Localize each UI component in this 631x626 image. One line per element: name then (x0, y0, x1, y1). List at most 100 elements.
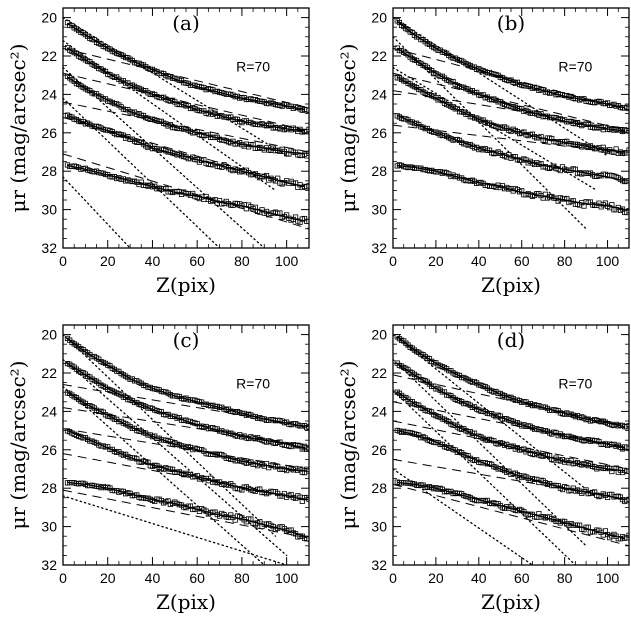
chart-panel-b: 0 20 40 60 80 100 20 22 24 26 28 30 32 Z(pix) μr (mag/… (336, 7, 630, 297)
bulge-fit-line (63, 176, 131, 248)
profile-data-point (306, 468, 309, 474)
y-tick-label: 20 (41, 327, 57, 343)
disk-fit-line (393, 124, 629, 155)
y-tick-label: 30 (371, 202, 387, 218)
profile-data-point (626, 208, 629, 214)
bulge-fit-line (393, 333, 598, 499)
x-tick-label: 0 (59, 253, 67, 269)
x-tick-label: 0 (389, 253, 397, 269)
x-tick-label: 80 (557, 253, 573, 269)
profile-data-point (626, 147, 629, 153)
y-tick-label: 28 (371, 480, 387, 496)
profile-data-point (306, 446, 309, 452)
profile-data-point (626, 128, 629, 134)
profile-data-point (609, 202, 615, 208)
bulge-fit-line (63, 16, 288, 157)
disk-fit-line (63, 384, 309, 428)
plot-area (63, 333, 309, 565)
x-tick-label: 40 (471, 570, 487, 586)
x-tick-label: 60 (514, 253, 530, 269)
y-tick-label: 32 (371, 240, 387, 256)
y-tick-label: 30 (41, 519, 57, 535)
bulge-fit-line (393, 358, 587, 547)
profile-data-point (306, 107, 309, 113)
profile-data-point (626, 445, 629, 452)
bulge-fit-line (63, 333, 277, 537)
x-tick-label: 100 (596, 253, 620, 269)
profile-model-line (396, 76, 625, 153)
x-tick-label: 40 (145, 253, 161, 269)
y-tick-label: 24 (41, 403, 57, 419)
bulge-fit-line (393, 16, 609, 157)
disk-fit-line (63, 489, 309, 539)
x-tick-label: 0 (59, 570, 67, 586)
y-tick-label: 32 (371, 557, 387, 573)
r-annotation: R=70 (558, 375, 592, 391)
x-tick-label: 100 (275, 570, 299, 586)
x-tick-label: 100 (596, 570, 620, 586)
panel-label: (a) (172, 11, 200, 35)
profile-data-point (306, 496, 309, 502)
y-axis-title: μr (mag/arcsec²) (336, 361, 360, 530)
disk-fit-line (393, 72, 629, 132)
bulge-fit-line (63, 385, 265, 565)
profile-data-point (306, 218, 309, 225)
plot-area (393, 16, 629, 230)
profile-data-point (585, 524, 591, 530)
x-axis-title: Z(pix) (156, 590, 216, 614)
y-tick-label: 22 (371, 48, 387, 64)
chart-panel-d: 0 20 40 60 80 100 20 22 24 26 28 30 32 Z(pix) μr (mag/… (336, 324, 630, 614)
profile-data-point (626, 468, 629, 474)
x-tick-label: 60 (189, 570, 205, 586)
y-tick-label: 28 (41, 163, 57, 179)
x-tick-label: 40 (145, 570, 161, 586)
y-tick-label: 20 (41, 10, 57, 26)
bulge-fit-line (63, 495, 288, 565)
y-tick-label: 28 (371, 163, 387, 179)
y-tick-label: 22 (41, 48, 57, 64)
profile-model-line (396, 391, 625, 472)
y-tick-label: 24 (371, 403, 387, 419)
bulge-fit-line (393, 468, 534, 565)
disk-fit-line (63, 116, 309, 189)
disk-fit-line (63, 47, 309, 109)
x-tick-label: 80 (234, 570, 250, 586)
x-tick-label: 20 (100, 253, 116, 269)
profile-data-point (306, 183, 309, 189)
r-annotation: R=70 (558, 58, 592, 74)
r-annotation: R=70 (236, 375, 270, 391)
disk-fit-line (393, 483, 629, 547)
y-tick-label: 26 (41, 442, 57, 458)
bulge-fit-line (63, 97, 221, 248)
profile-model-line (67, 391, 305, 472)
bulge-fit-line (393, 389, 577, 565)
y-tick-label: 26 (371, 442, 387, 458)
x-tick-label: 40 (471, 253, 487, 269)
x-tick-label: 20 (100, 570, 116, 586)
chart-panel-c: 0 20 40 60 80 100 20 22 24 26 28 30 32 Z(pix) μr (mag/… (6, 324, 310, 614)
y-tick-label: 26 (371, 125, 387, 141)
x-tick-label: 0 (389, 570, 397, 586)
x-tick-label: 20 (428, 570, 444, 586)
y-axis-title: μr (mag/arcsec²) (6, 361, 30, 530)
y-axis-title: μr (mag/arcsec²) (6, 44, 30, 213)
profile-model-line (67, 76, 305, 155)
panel-label: (d) (497, 328, 525, 352)
x-tick-label: 80 (234, 253, 250, 269)
y-tick-label: 26 (41, 125, 57, 141)
y-tick-label: 32 (41, 240, 57, 256)
panel-label: (b) (497, 11, 525, 35)
profile-data-point (626, 422, 629, 429)
y-tick-label: 32 (41, 557, 57, 573)
x-tick-label: 60 (189, 253, 205, 269)
x-axis-title: Z(pix) (156, 273, 216, 297)
y-tick-label: 20 (371, 10, 387, 26)
panel-label: (c) (173, 328, 200, 352)
chart-panel-a: 0 20 40 60 80 100 20 22 24 26 28 30 32 Z(pix) μr (mag/… (6, 7, 310, 297)
r-annotation: R=70 (236, 58, 270, 74)
profile-data-point (626, 178, 629, 184)
x-tick-label: 60 (514, 570, 530, 586)
x-tick-label: 20 (428, 253, 444, 269)
y-tick-label: 20 (371, 327, 387, 343)
